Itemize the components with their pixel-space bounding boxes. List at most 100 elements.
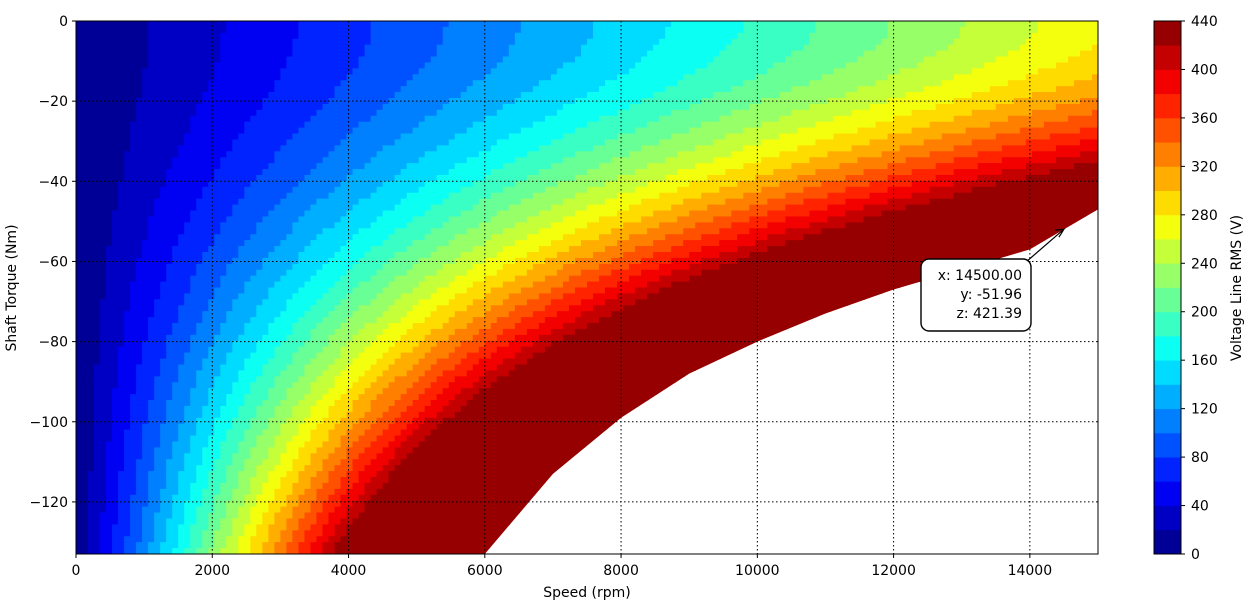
contour-band	[761, 157, 811, 164]
contour-band	[250, 548, 263, 554]
contour-band	[310, 435, 330, 443]
contour-band	[304, 394, 324, 401]
y-tick-label: 0	[59, 14, 68, 30]
contour-band	[166, 482, 179, 490]
contour-band	[737, 32, 811, 40]
contour-band	[478, 222, 516, 229]
contour-band	[244, 186, 294, 194]
contour-band	[839, 163, 889, 170]
contour-band	[274, 204, 312, 212]
contour-band	[562, 216, 600, 223]
contour-band	[208, 524, 221, 531]
contour-band	[268, 524, 288, 531]
contour-band	[214, 423, 233, 431]
contour-band	[220, 222, 257, 229]
contour-band	[977, 174, 1027, 182]
contour-band	[256, 340, 281, 348]
contour-band	[322, 548, 336, 554]
contour-band	[1091, 74, 1098, 81]
contour-band	[334, 542, 1098, 549]
contour-band	[448, 382, 474, 389]
contour-band	[346, 411, 366, 419]
contour-band	[340, 441, 354, 448]
contour-band	[310, 388, 330, 395]
contour-band	[370, 32, 444, 40]
contour-band	[172, 251, 203, 259]
contour-band	[220, 44, 294, 52]
contour-band	[352, 405, 372, 413]
contour-band	[430, 204, 474, 212]
contour-band	[484, 370, 510, 377]
contour-band	[574, 287, 606, 295]
contour-band	[785, 56, 859, 64]
contour-band	[190, 115, 251, 123]
contour-band	[226, 477, 239, 484]
contour-band	[448, 97, 516, 105]
contour-band	[779, 151, 829, 158]
contour-band	[238, 477, 251, 484]
contour-band	[202, 405, 221, 413]
contour-band	[238, 512, 251, 520]
contour-band	[190, 494, 203, 502]
contour-band	[430, 328, 456, 336]
contour-band	[599, 115, 660, 123]
contour-band	[220, 328, 245, 336]
contour-band	[677, 151, 732, 158]
contour-band	[526, 216, 564, 223]
plot-frame	[75, 20, 1099, 555]
contour-band	[424, 210, 462, 218]
contour-band	[184, 417, 197, 425]
contour-band	[701, 192, 744, 200]
contour-band	[418, 299, 450, 306]
contour-band	[550, 328, 576, 336]
contour-band	[671, 109, 732, 117]
contour-band	[502, 103, 564, 111]
contour-band	[683, 198, 726, 206]
contour-band	[208, 305, 233, 312]
colorbar-segment	[1154, 166, 1181, 191]
contour-band	[376, 453, 396, 460]
contour-band	[352, 204, 396, 212]
contour-band	[490, 352, 516, 360]
contour-band	[76, 429, 95, 437]
contour-band	[647, 163, 696, 170]
contour-band	[88, 530, 101, 537]
colorbar-segment	[1154, 21, 1181, 46]
contour-band	[472, 394, 1098, 401]
contour-band	[94, 394, 113, 401]
contour-band	[298, 21, 372, 28]
contour-band	[214, 382, 233, 389]
contour-band	[418, 281, 450, 289]
contour-band	[352, 482, 366, 490]
colorbar-tick-label: 240	[1191, 256, 1218, 272]
contour-band	[496, 139, 552, 146]
contour-band	[142, 80, 209, 87]
contour-band	[238, 293, 269, 300]
contour-band	[911, 127, 967, 135]
contour-band	[370, 21, 450, 28]
contour-band	[322, 506, 336, 514]
contour-band	[154, 536, 167, 543]
contour-band	[550, 222, 588, 229]
contour-band	[88, 477, 107, 484]
contour-band	[178, 423, 197, 431]
contour-band	[124, 323, 149, 330]
contour-band	[472, 180, 516, 188]
contour-band	[142, 92, 203, 99]
colorbar-label: Voltage Line RMS (V)	[1229, 215, 1245, 361]
contour-band	[118, 376, 137, 383]
contour-band	[514, 32, 594, 40]
contour-band	[641, 97, 702, 105]
contour-band	[130, 405, 149, 413]
contour-band	[1067, 115, 1098, 123]
contour-band	[611, 269, 642, 277]
contour-band	[124, 328, 149, 336]
colorbar-tick-label: 0	[1191, 547, 1200, 563]
contour-band	[178, 240, 215, 247]
contour-band	[172, 388, 191, 395]
contour-band	[538, 169, 588, 176]
colorbar-tick-label: 120	[1191, 402, 1218, 418]
contour-band	[424, 334, 450, 342]
contour-band	[743, 26, 817, 34]
contour-band	[148, 328, 173, 336]
